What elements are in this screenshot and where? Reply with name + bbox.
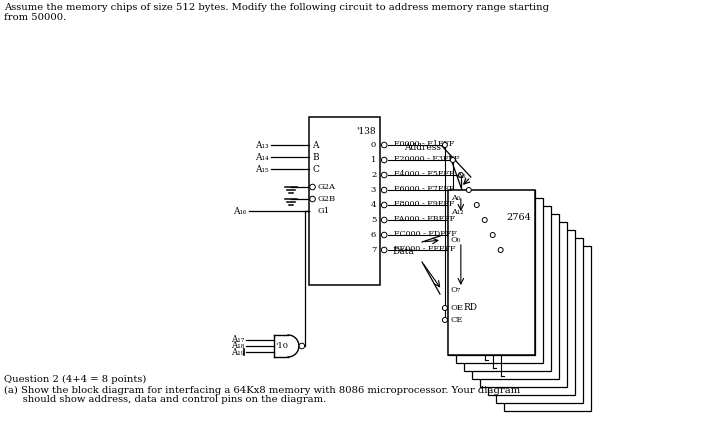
Circle shape: [442, 306, 447, 310]
Text: OE: OE: [451, 304, 464, 312]
Text: A₁₈: A₁₈: [231, 342, 244, 350]
Circle shape: [382, 232, 387, 238]
Text: 4: 4: [370, 201, 376, 209]
Text: '138: '138: [356, 126, 376, 136]
Text: 6: 6: [371, 231, 376, 239]
Text: 1: 1: [371, 156, 376, 164]
Circle shape: [382, 187, 387, 193]
Text: 0: 0: [371, 141, 376, 149]
Circle shape: [451, 158, 456, 162]
Circle shape: [475, 203, 479, 207]
Circle shape: [382, 172, 387, 178]
Circle shape: [382, 157, 387, 163]
Bar: [503, 246, 591, 411]
Circle shape: [498, 248, 503, 252]
Text: A: A: [313, 140, 319, 149]
Text: F20000 - F3FFF: F20000 - F3FFF: [394, 155, 460, 163]
Text: FA000 - FBFFF: FA000 - FBFFF: [394, 215, 456, 223]
Text: A₁₄: A₁₄: [255, 152, 269, 162]
Text: from 50000.: from 50000.: [4, 13, 66, 23]
Text: should show address, data and control pins on the diagram.: should show address, data and control pi…: [4, 395, 326, 404]
Circle shape: [466, 187, 471, 193]
Text: A₁₉: A₁₉: [231, 348, 244, 357]
Text: G1: G1: [318, 207, 330, 215]
Text: A₁₇: A₁₇: [231, 335, 244, 344]
Circle shape: [382, 142, 387, 148]
Text: G2A: G2A: [318, 183, 335, 191]
Circle shape: [310, 196, 316, 202]
Text: 7: 7: [371, 246, 376, 254]
Circle shape: [490, 233, 495, 237]
Circle shape: [442, 142, 447, 148]
Text: A₁₆: A₁₆: [233, 207, 247, 216]
Text: O₀: O₀: [451, 236, 461, 244]
Bar: [496, 238, 583, 403]
Circle shape: [458, 172, 463, 178]
Text: RD: RD: [464, 304, 478, 313]
Text: 5: 5: [371, 216, 376, 224]
Text: FE000 - FFFFF: FE000 - FFFFF: [394, 245, 456, 253]
Text: 2764: 2764: [507, 213, 531, 223]
Bar: [479, 222, 567, 387]
Text: F4000 - F5FFF: F4000 - F5FFF: [394, 170, 455, 178]
Circle shape: [310, 184, 316, 190]
Text: B: B: [313, 152, 319, 162]
Bar: [309, 117, 380, 285]
Text: 2: 2: [371, 171, 376, 179]
Bar: [464, 206, 551, 371]
Bar: [448, 190, 536, 355]
Text: A₁₃: A₁₃: [255, 140, 269, 149]
Text: G2B: G2B: [318, 195, 335, 203]
Text: 3: 3: [371, 186, 376, 194]
Circle shape: [382, 217, 387, 223]
Circle shape: [382, 202, 387, 208]
Text: Address: Address: [404, 143, 441, 152]
Text: Data: Data: [392, 248, 414, 256]
Circle shape: [382, 247, 387, 253]
Text: Question 2 (4+4 = 8 points): Question 2 (4+4 = 8 points): [4, 375, 146, 384]
Text: FC000 - FDFFF: FC000 - FDFFF: [394, 230, 457, 238]
Circle shape: [442, 317, 447, 323]
Text: C: C: [313, 165, 319, 174]
Text: F0000 - F1FFF: F0000 - F1FFF: [394, 140, 455, 148]
Text: F8000 - F9FFF: F8000 - F9FFF: [394, 200, 455, 208]
Text: O₇: O₇: [451, 286, 461, 294]
Text: A₀: A₀: [451, 194, 460, 202]
Text: CE: CE: [451, 316, 463, 324]
Bar: [472, 214, 560, 379]
Text: Assume the memory chips of size 512 bytes. Modify the following circuit to addre: Assume the memory chips of size 512 byte…: [4, 3, 549, 13]
Circle shape: [482, 217, 487, 223]
Text: A₁₅: A₁₅: [255, 165, 269, 174]
Text: (a) Show the block diagram for interfacing a 64Kx8 memory with 8086 microprocess: (a) Show the block diagram for interfaci…: [4, 385, 520, 394]
Bar: [456, 198, 543, 363]
Bar: [488, 230, 575, 395]
Bar: [448, 190, 536, 355]
Text: A₀: A₀: [456, 172, 465, 180]
Text: A₁₂: A₁₂: [451, 208, 463, 216]
Circle shape: [299, 343, 304, 349]
Text: '10: '10: [275, 342, 288, 350]
Text: F6000 - F7FFF: F6000 - F7FFF: [394, 185, 455, 193]
